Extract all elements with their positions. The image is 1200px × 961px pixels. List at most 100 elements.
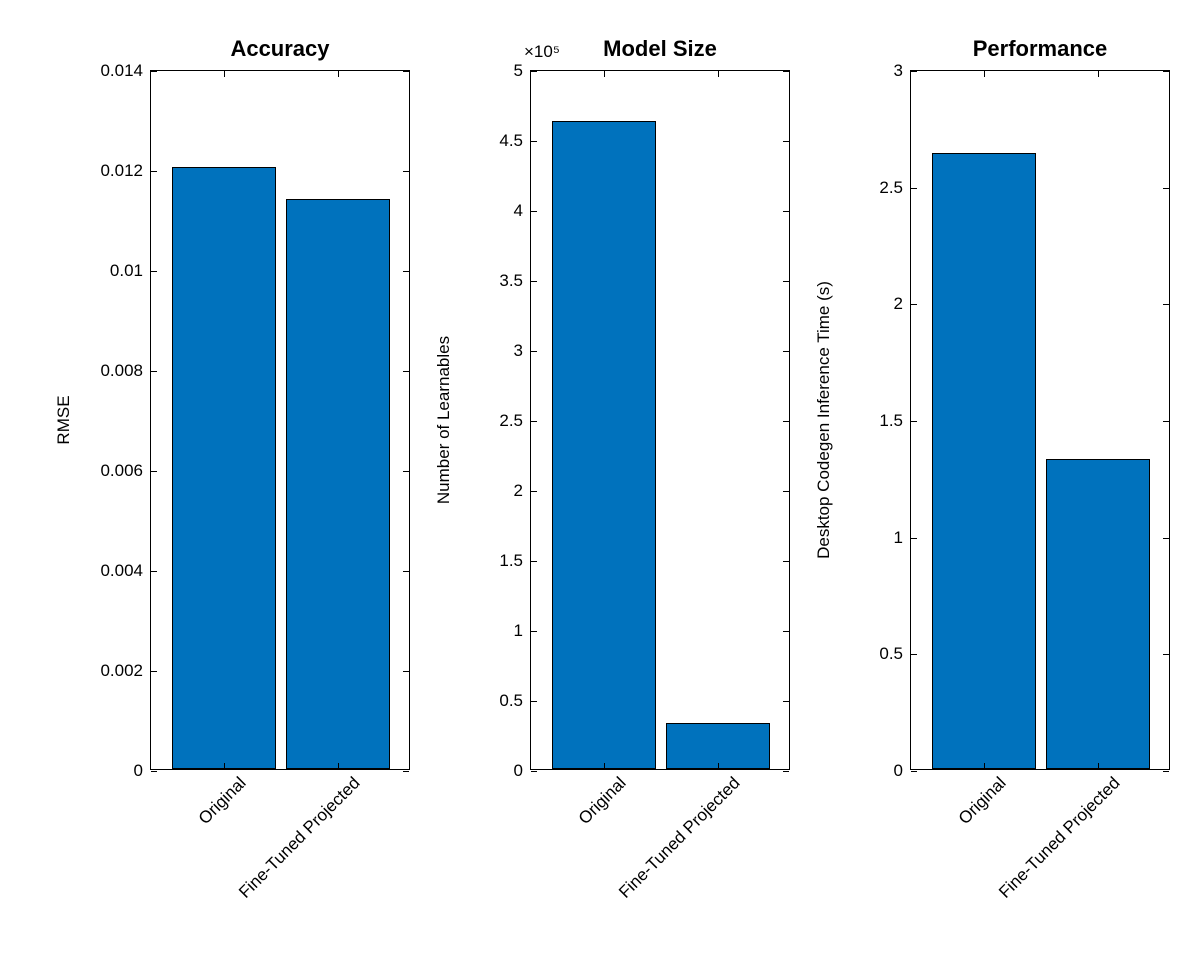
ytick-mark (911, 654, 917, 655)
ytick-mark (783, 211, 789, 212)
chart-2-ylabel: Desktop Codegen Inference Time (s) (814, 270, 834, 570)
ytick-label: 2.5 (879, 178, 911, 198)
xtick-mark (1098, 763, 1099, 769)
xtick-mark (984, 763, 985, 769)
ytick-mark (911, 421, 917, 422)
ytick-mark (1163, 538, 1169, 539)
ytick-label: 0.5 (879, 644, 911, 664)
ytick-mark (151, 771, 157, 772)
bar-1 (1046, 459, 1150, 769)
ytick-mark (1163, 421, 1169, 422)
ytick-label: 0.008 (100, 361, 151, 381)
ytick-mark (1163, 71, 1169, 72)
ytick-label: 3 (894, 61, 911, 81)
ytick-label: 3.5 (499, 271, 531, 291)
ytick-label: 1.5 (879, 411, 911, 431)
ytick-label: 5 (514, 61, 531, 81)
ytick-mark (403, 371, 409, 372)
chart-0-ylabel: RMSE (54, 270, 74, 570)
xtick-mark (338, 71, 339, 77)
xtick-mark (338, 763, 339, 769)
ytick-label: 3 (514, 341, 531, 361)
ytick-mark (531, 281, 537, 282)
chart-0-title: Accuracy (150, 36, 410, 62)
ytick-mark (911, 188, 917, 189)
ytick-mark (403, 671, 409, 672)
ytick-mark (531, 351, 537, 352)
xtick-mark (224, 71, 225, 77)
bar-0 (172, 167, 276, 770)
bar-0 (552, 121, 656, 769)
ytick-mark (783, 631, 789, 632)
ytick-mark (531, 771, 537, 772)
ytick-label: 0.5 (499, 691, 531, 711)
ytick-mark (151, 171, 157, 172)
chart-2-title: Performance (910, 36, 1170, 62)
chart-1-ylabel: Number of Learnables (434, 270, 454, 570)
ytick-mark (403, 571, 409, 572)
ytick-mark (531, 141, 537, 142)
ytick-mark (783, 281, 789, 282)
xtick-mark (984, 71, 985, 77)
ytick-mark (1163, 188, 1169, 189)
ytick-mark (403, 471, 409, 472)
ytick-label: 4 (514, 201, 531, 221)
ytick-mark (403, 771, 409, 772)
xtick-mark (718, 763, 719, 769)
ytick-mark (531, 211, 537, 212)
ytick-mark (783, 771, 789, 772)
ytick-mark (1163, 771, 1169, 772)
ytick-label: 0 (894, 761, 911, 781)
ytick-mark (531, 71, 537, 72)
ytick-mark (531, 701, 537, 702)
ytick-mark (783, 491, 789, 492)
ytick-label: 0.014 (100, 61, 151, 81)
xtick-mark (604, 763, 605, 769)
ytick-mark (911, 771, 917, 772)
ytick-mark (151, 271, 157, 272)
ytick-label: 2 (894, 294, 911, 314)
ytick-label: 0.004 (100, 561, 151, 581)
xtick-mark (604, 71, 605, 77)
figure: 00.0020.0040.0060.0080.010.0120.014Origi… (0, 0, 1200, 961)
chart-1-title: Model Size (530, 36, 790, 62)
ytick-label: 1 (514, 621, 531, 641)
bar-0 (932, 153, 1036, 769)
ytick-label: 0 (134, 761, 151, 781)
ytick-mark (783, 701, 789, 702)
ytick-mark (531, 631, 537, 632)
ytick-mark (911, 304, 917, 305)
ytick-label: 0 (514, 761, 531, 781)
ytick-mark (151, 71, 157, 72)
ytick-mark (783, 141, 789, 142)
ytick-label: 2.5 (499, 411, 531, 431)
xtick-mark (224, 763, 225, 769)
xtick-mark (1098, 71, 1099, 77)
ytick-label: 0.002 (100, 661, 151, 681)
ytick-label: 0.006 (100, 461, 151, 481)
ytick-mark (151, 471, 157, 472)
ytick-mark (911, 538, 917, 539)
ytick-mark (911, 71, 917, 72)
ytick-mark (1163, 304, 1169, 305)
bar-1 (286, 199, 390, 769)
ytick-mark (1163, 654, 1169, 655)
ytick-mark (403, 171, 409, 172)
ytick-label: 0.012 (100, 161, 151, 181)
ytick-mark (151, 571, 157, 572)
chart-1-axes: 00.511.522.533.544.55OriginalFine-Tuned … (530, 70, 790, 770)
ytick-mark (783, 421, 789, 422)
ytick-mark (783, 561, 789, 562)
chart-0-axes: 00.0020.0040.0060.0080.010.0120.014Origi… (150, 70, 410, 770)
ytick-mark (403, 271, 409, 272)
ytick-label: 4.5 (499, 131, 531, 151)
ytick-label: 0.01 (110, 261, 151, 281)
ytick-label: 1.5 (499, 551, 531, 571)
ytick-mark (151, 371, 157, 372)
ytick-mark (783, 71, 789, 72)
ytick-mark (531, 421, 537, 422)
ytick-mark (531, 561, 537, 562)
ytick-label: 1 (894, 528, 911, 548)
ytick-mark (403, 71, 409, 72)
chart-1-exponent: ×10⁵ (524, 42, 560, 62)
